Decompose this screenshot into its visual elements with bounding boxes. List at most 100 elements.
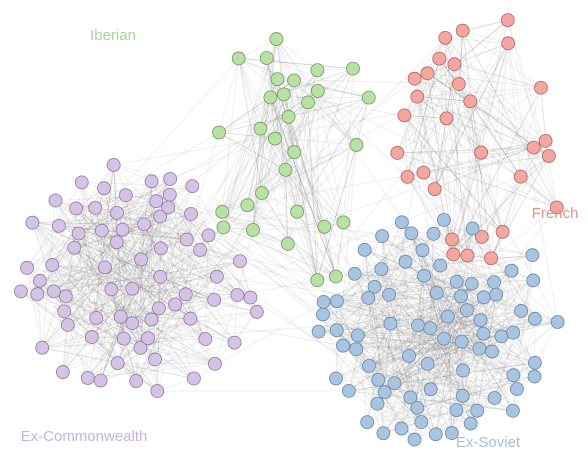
node — [269, 32, 284, 46]
edge — [404, 114, 447, 119]
edge — [384, 391, 457, 411]
edge — [293, 80, 337, 277]
edge — [427, 73, 482, 153]
edge — [427, 363, 514, 376]
node — [193, 243, 207, 257]
edge — [58, 225, 93, 338]
node — [88, 200, 103, 215]
edge — [261, 144, 357, 194]
edge — [52, 264, 133, 290]
edge — [368, 318, 535, 367]
edge — [223, 80, 295, 228]
edge — [444, 37, 546, 142]
edge — [120, 276, 218, 318]
edge — [436, 292, 445, 339]
edge — [199, 249, 251, 298]
edge — [32, 222, 156, 360]
edge — [190, 213, 238, 296]
edge — [218, 132, 276, 139]
edge — [451, 374, 514, 434]
edge — [78, 178, 171, 234]
edge — [74, 247, 238, 296]
edge — [53, 128, 261, 292]
edge — [160, 276, 238, 296]
edge — [296, 102, 309, 212]
edge — [336, 329, 535, 364]
edge — [191, 185, 209, 236]
node — [310, 63, 325, 78]
edge — [39, 276, 217, 282]
edge — [91, 336, 156, 360]
edge — [469, 101, 483, 237]
edge — [502, 176, 522, 232]
node — [67, 240, 82, 255]
edge — [103, 188, 118, 243]
edge — [32, 222, 215, 301]
edge — [191, 185, 241, 262]
edge — [297, 211, 344, 223]
edge — [91, 336, 158, 392]
edge — [446, 64, 455, 119]
node — [46, 284, 61, 299]
edge — [377, 292, 438, 404]
edge — [513, 280, 534, 376]
edge — [540, 87, 547, 141]
edge — [41, 247, 75, 348]
edge — [423, 172, 453, 240]
edge — [469, 43, 509, 102]
edge — [462, 310, 522, 371]
edge — [62, 248, 162, 373]
node — [525, 248, 540, 263]
edge — [377, 403, 452, 434]
edge — [357, 281, 495, 336]
edge — [368, 319, 481, 367]
edge — [324, 226, 533, 256]
node — [407, 71, 422, 86]
edge — [502, 87, 542, 232]
edge — [381, 236, 418, 408]
edge — [435, 228, 473, 435]
node — [209, 269, 224, 284]
edge — [151, 297, 251, 320]
node — [349, 342, 364, 357]
edge — [390, 228, 473, 324]
edge — [481, 155, 550, 238]
edge — [140, 185, 193, 260]
node — [134, 252, 149, 267]
node — [404, 226, 419, 241]
edge — [390, 323, 518, 390]
edge — [151, 78, 278, 320]
node — [449, 403, 464, 417]
edge — [160, 247, 238, 296]
edge — [32, 222, 121, 317]
node — [472, 341, 487, 356]
edge — [294, 80, 369, 98]
edge — [381, 232, 412, 270]
edge — [383, 292, 438, 434]
edge — [444, 37, 468, 256]
edge — [78, 212, 118, 234]
edge — [335, 370, 464, 379]
edge — [307, 102, 357, 146]
edge — [323, 97, 370, 227]
edge — [471, 283, 502, 337]
edge — [490, 207, 558, 259]
node — [89, 311, 104, 325]
edge — [247, 138, 276, 206]
edge — [287, 243, 337, 277]
edge — [394, 348, 480, 384]
edge — [62, 318, 191, 373]
node — [460, 248, 475, 263]
node — [94, 223, 109, 238]
edge — [404, 115, 503, 233]
edge — [533, 147, 558, 208]
edge — [135, 224, 145, 381]
edge — [275, 39, 285, 95]
edge — [456, 270, 512, 283]
edge — [94, 207, 160, 309]
edge — [296, 211, 337, 277]
edge — [75, 194, 126, 209]
edge — [307, 102, 318, 281]
edge — [427, 73, 453, 240]
node — [201, 228, 216, 243]
